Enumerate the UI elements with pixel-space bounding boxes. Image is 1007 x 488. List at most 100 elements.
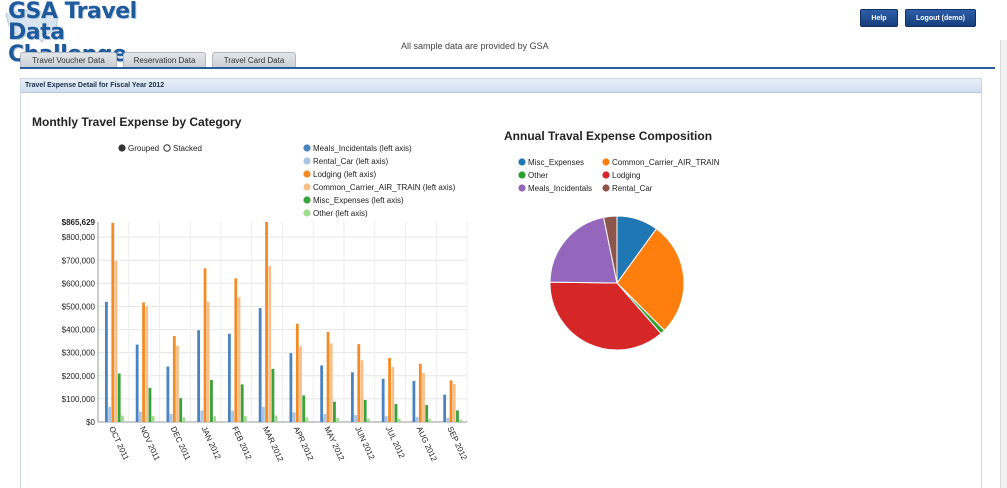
pie-legend-swatch[interactable] bbox=[518, 158, 526, 166]
bar-x-tick-label: MAR 2012 bbox=[261, 425, 285, 464]
bar-1-7 bbox=[323, 413, 327, 422]
bar-1-3 bbox=[200, 410, 204, 422]
bar-2-9 bbox=[388, 358, 391, 422]
bar-0-2 bbox=[166, 366, 170, 422]
bar-legend-swatch[interactable] bbox=[303, 209, 311, 217]
bar-0-11 bbox=[443, 394, 447, 422]
logout-button[interactable]: Logout (demo) bbox=[905, 9, 976, 27]
bar-3-1 bbox=[145, 306, 149, 422]
bar-y-tick-label: $600,000 bbox=[62, 279, 96, 288]
pie-legend-label: Meals_Incidentals bbox=[528, 184, 592, 193]
bar-legend-swatch[interactable] bbox=[303, 170, 311, 178]
bar-x-tick-label: SEP 2012 bbox=[445, 425, 469, 462]
bar-4-1 bbox=[148, 387, 152, 422]
bar-5-5 bbox=[274, 415, 278, 422]
bar-5-7 bbox=[336, 417, 340, 422]
pie-legend-swatch[interactable] bbox=[602, 184, 610, 192]
bar-5-3 bbox=[213, 416, 217, 422]
help-button[interactable]: Help bbox=[860, 9, 898, 27]
tab-travel-voucher-data[interactable]: Travel Voucher Data bbox=[20, 52, 117, 68]
bar-y-tick-label: $500,000 bbox=[62, 302, 96, 311]
bar-0-10 bbox=[412, 380, 416, 422]
bar-4-0 bbox=[117, 373, 121, 422]
pie-legend-swatch[interactable] bbox=[518, 171, 526, 179]
bar-5-11 bbox=[459, 419, 463, 422]
bar-chart-legend: Grouped Stacked Meals_Incidentals (left ax… bbox=[118, 144, 456, 218]
bar-x-tick-label: JUL 2012 bbox=[384, 425, 407, 460]
us-map-icon bbox=[5, 9, 59, 43]
bar-4-2 bbox=[179, 398, 183, 422]
bar-1-8 bbox=[354, 415, 357, 422]
bar-3-5 bbox=[268, 266, 272, 422]
bar-x-tick-label: MAY 2012 bbox=[322, 425, 346, 462]
bar-5-8 bbox=[367, 418, 370, 422]
tab-reservation-data[interactable]: Reservation Data bbox=[123, 52, 206, 68]
bar-x-tick-label: JUN 2012 bbox=[353, 425, 376, 462]
stacked-radio[interactable] bbox=[163, 144, 171, 152]
bar-0-4 bbox=[228, 333, 231, 422]
bar-y-tick-label: $0 bbox=[86, 418, 95, 427]
pie-legend-label: Lodging bbox=[612, 171, 640, 180]
bar-5-2 bbox=[182, 417, 186, 422]
page-scrollbar[interactable] bbox=[1000, 40, 1007, 488]
bar-legend-swatch[interactable] bbox=[303, 157, 311, 165]
bar-4-9 bbox=[394, 403, 398, 422]
bar-y-tick-label: $700,000 bbox=[62, 256, 96, 265]
bar-3-3 bbox=[206, 301, 210, 422]
bar-5-6 bbox=[305, 417, 309, 422]
bar-3-6 bbox=[299, 346, 302, 422]
pie-legend-label: Misc_Expenses bbox=[528, 158, 584, 167]
bar-1-1 bbox=[138, 411, 142, 422]
bar-chart-grid bbox=[98, 222, 468, 423]
stacked-label: Stacked bbox=[173, 144, 202, 153]
bar-2-5 bbox=[265, 222, 268, 422]
pie-chart bbox=[549, 215, 685, 351]
bar-legend-swatch[interactable] bbox=[303, 183, 311, 191]
bar-2-4 bbox=[234, 278, 238, 422]
bar-y-tick-label: $800,000 bbox=[62, 233, 96, 242]
pie-chart-title: Annual Traval Expense Composition bbox=[504, 129, 713, 143]
bar-3-4 bbox=[237, 297, 241, 422]
bar-2-7 bbox=[326, 331, 330, 422]
grouped-label: Grouped bbox=[128, 144, 159, 153]
pie-legend-swatch[interactable] bbox=[602, 171, 610, 179]
pie-legend-swatch[interactable] bbox=[518, 184, 526, 192]
bar-5-4 bbox=[244, 416, 247, 422]
bar-3-10 bbox=[422, 373, 425, 422]
bar-2-11 bbox=[449, 380, 453, 422]
bar-legend-label: Rental_Car (left axis) bbox=[313, 157, 388, 166]
bar-0-7 bbox=[320, 365, 324, 422]
bar-4-7 bbox=[333, 401, 336, 422]
bar-x-tick-label: FEB 2012 bbox=[230, 425, 253, 462]
bar-5-9 bbox=[397, 418, 401, 422]
bar-legend-label: Misc_Expenses (left axis) bbox=[313, 196, 404, 205]
bar-4-4 bbox=[240, 384, 244, 422]
bar-4-8 bbox=[363, 400, 367, 422]
bar-y-tick-label: $200,000 bbox=[62, 372, 96, 381]
bar-0-5 bbox=[258, 308, 262, 422]
bar-x-tick-label: AUG 2012 bbox=[415, 425, 439, 463]
bar-y-tick-label: $300,000 bbox=[62, 349, 96, 358]
bar-3-9 bbox=[391, 367, 395, 422]
pie-legend-swatch[interactable] bbox=[602, 158, 610, 166]
pie-chart-legend: Misc_Expenses Common_Carrier_AIR_TRAIN Oth… bbox=[518, 158, 720, 193]
panel-title: Travel Expense Detail for Fiscal Year 20… bbox=[21, 79, 981, 93]
grouped-radio[interactable] bbox=[118, 144, 126, 152]
bar-2-0 bbox=[111, 222, 115, 422]
bar-legend-swatch[interactable] bbox=[303, 144, 311, 152]
bar-0-8 bbox=[351, 372, 354, 422]
tab-travel-card-data[interactable]: Travel Card Data bbox=[212, 52, 296, 68]
bar-x-tick-label: NOV 2011 bbox=[138, 425, 162, 463]
bar-y-tick-label: $400,000 bbox=[62, 326, 96, 335]
tab-underline bbox=[20, 67, 995, 69]
bar-x-tick-label: APR 2012 bbox=[292, 425, 316, 462]
bar-legend-swatch[interactable] bbox=[303, 196, 311, 204]
bar-2-10 bbox=[418, 363, 422, 422]
bar-5-0 bbox=[121, 415, 124, 422]
bar-chart-x-labels: OCT 2011 NOV 2011 DEC 2011 JAN 2012 FEB 2012… bbox=[107, 425, 469, 464]
pie-slice bbox=[616, 228, 685, 332]
data-notice: All sample data are provided by GSA bbox=[401, 41, 549, 51]
bar-4-3 bbox=[210, 379, 213, 422]
bar-legend-label: Other (left axis) bbox=[313, 209, 368, 218]
bar-2-2 bbox=[172, 336, 176, 422]
